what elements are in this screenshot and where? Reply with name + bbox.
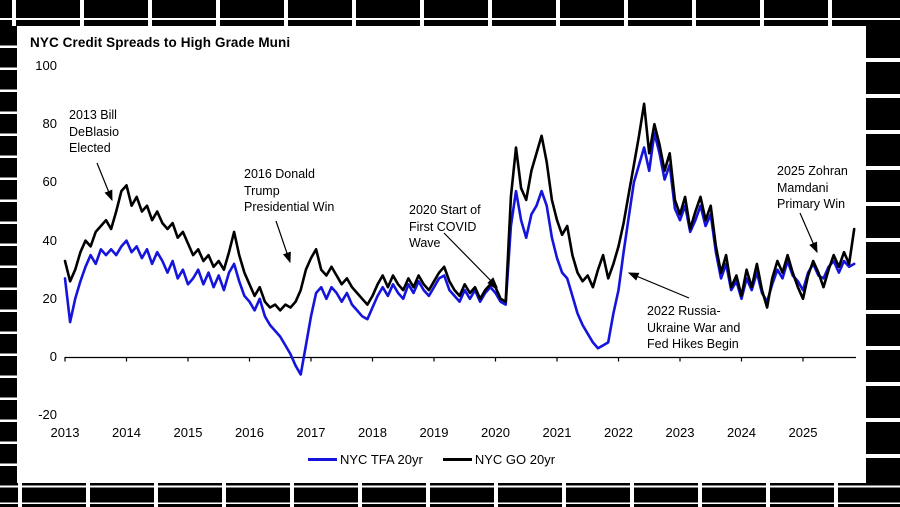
y-axis-tick-label: 80 [42,116,57,132]
annotation-line: Elected [69,141,111,155]
annotation-arrows [96,162,818,299]
film-border-bottom [0,483,900,507]
x-axis-tick-label: 2024 [727,425,756,440]
x-axis-tick-label: 2023 [665,425,695,440]
annotation-mamdani: 2025 Zohran Mamdani Primary Win [777,163,848,213]
annotation-line: DeBlasio [69,124,120,139]
x-axis-tick-label: 2017 [296,425,326,440]
annotation-line: First COVID [409,219,477,234]
chart-legend: NYC TFA 20yr NYC GO 20yr [308,452,555,467]
annotation-line: 2022 Russia- [647,304,721,318]
x-axis-tick-label: 2021 [542,425,572,440]
legend-label-tfa: NYC TFA 20yr [340,452,423,467]
legend-label-go: NYC GO 20yr [474,452,556,467]
annotation-line: 2016 Donald [244,167,315,181]
annotation-line: 2025 Zohran [777,164,848,178]
x-axis-tick-label: 2014 [112,425,141,440]
annotation-covid-wave: 2020 Start of First COVID Wave [409,202,481,252]
y-axis-tick-label: -20 [38,407,57,423]
x-axis-tick-label: 2013 [50,425,80,440]
annotation-deblasio: 2013 Bill DeBlasio Elected [69,107,119,157]
x-axis-tick-label: 2020 [481,425,510,440]
legend-item-tfa: NYC TFA 20yr [308,452,423,467]
x-axis-tick-label: 2018 [358,425,387,440]
film-border-left [0,26,17,483]
x-axis-tick-label: 2015 [173,425,203,440]
annotation-line: Ukraine War and [647,320,741,335]
annotation-line: Fed Hikes Begin [647,337,739,351]
x-axis-tick-label: 2025 [788,425,818,440]
x-axis-tick-label: 2019 [419,425,449,440]
annotation-line: Presidential Win [244,200,335,214]
x-axis-zero-line [64,356,856,362]
legend-item-go: NYC GO 20yr [442,452,556,467]
y-axis-tick-label: 0 [49,349,57,364]
annotation-trump-win: 2016 Donald Trump Presidential Win [244,166,334,216]
annotation-line: Trump [244,183,280,198]
tfa-line-swatch [308,458,337,461]
y-axis-tick-label: 100 [35,58,57,73]
annotation-line: 2013 Bill [69,108,117,122]
annotation-line: Wave [409,236,441,250]
x-axis-tick-label: 2016 [235,425,264,440]
y-axis-tick-label: 40 [42,232,57,248]
annotation-line: 2020 Start of [409,203,481,217]
annotation-line: Primary Win [777,197,846,211]
x-axis-tick-label: 2022 [604,425,633,440]
chart-title: NYC Credit Spreads to High Grade Muni [30,35,291,50]
go-line-swatch [442,458,472,461]
data-series-lines [63,102,856,376]
film-border-top [0,0,900,26]
annotation-line: Mamdani [777,180,829,195]
y-axis-tick-label: 20 [42,290,57,306]
annotation-russia-ukraine: 2022 Russia- Ukraine War and Fed Hikes B… [647,303,740,353]
film-border-right [866,26,900,483]
y-axis-tick-label: 60 [42,174,57,190]
